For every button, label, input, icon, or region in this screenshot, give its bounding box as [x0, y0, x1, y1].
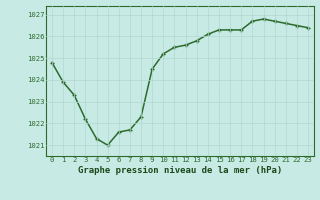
X-axis label: Graphe pression niveau de la mer (hPa): Graphe pression niveau de la mer (hPa): [78, 166, 282, 175]
